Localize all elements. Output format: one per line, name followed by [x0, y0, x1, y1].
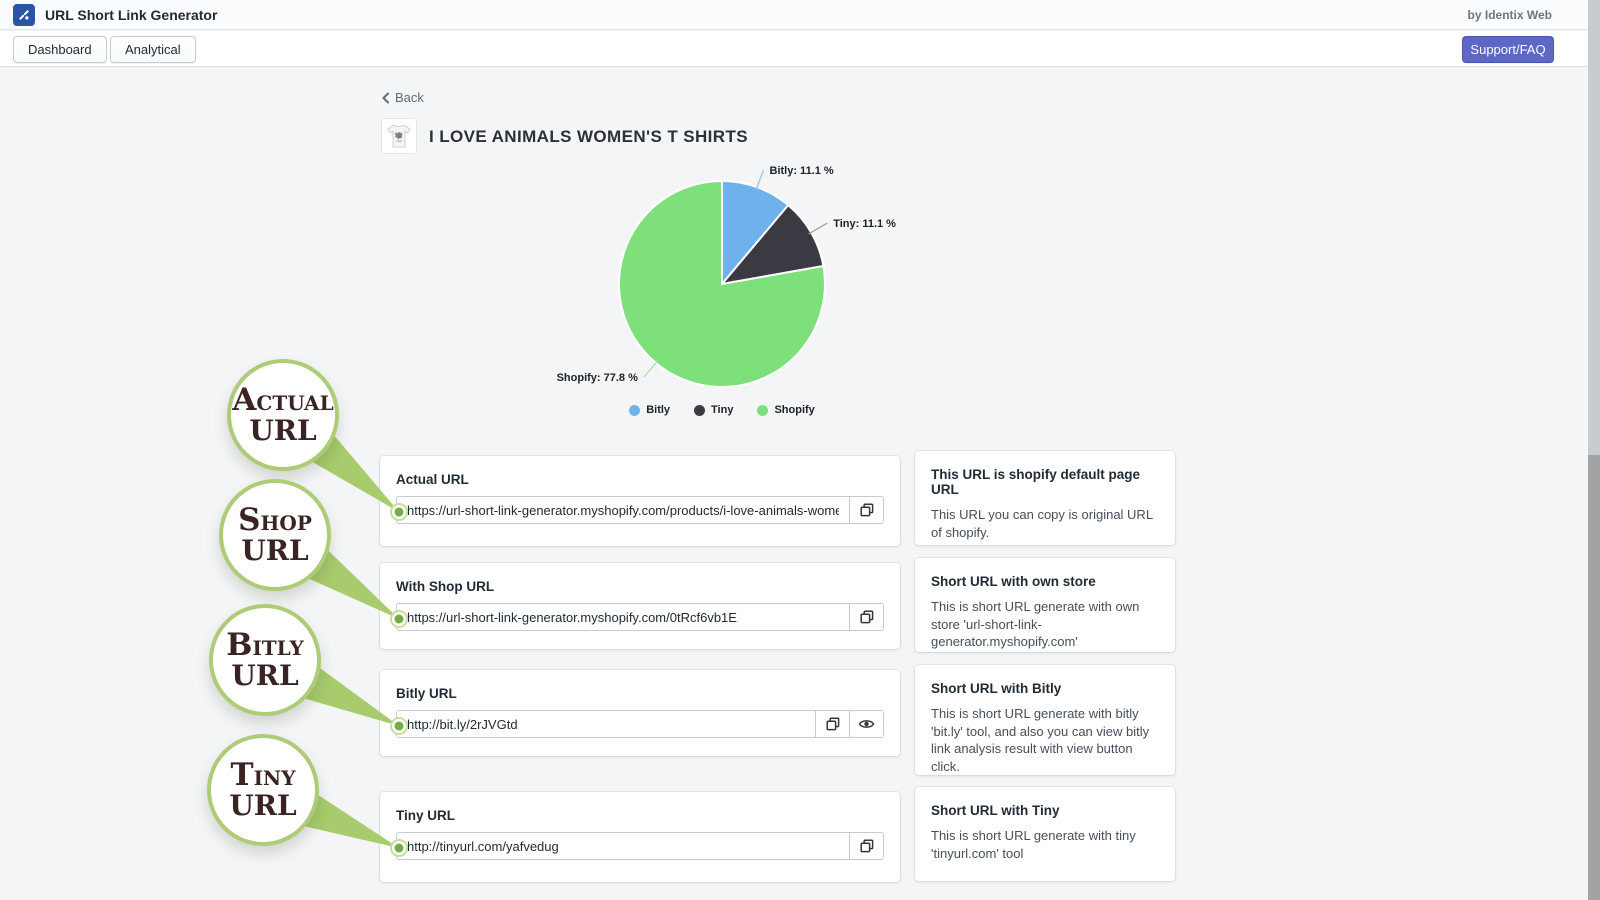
badge-line: URL — [231, 658, 299, 692]
info-card-body: This is short URL generate with own stor… — [931, 599, 1140, 650]
shop-url-card: With Shop URL — [380, 563, 900, 649]
actual-url-input[interactable] — [397, 497, 849, 523]
pie-leader-line — [643, 360, 659, 378]
tiny-url-input[interactable] — [397, 833, 849, 859]
analytical-button[interactable]: Analytical — [110, 36, 196, 63]
card-title: Actual URL — [396, 472, 469, 487]
badge-line: Shop — [238, 501, 312, 538]
product-title: I LOVE ANIMALS WOMEN'S T SHIRTS — [429, 127, 748, 146]
pie-label-bitly: Bitly: 11.1 % — [770, 165, 834, 177]
legend-dot-tiny — [694, 404, 706, 416]
legend-item-bitly: Bitly — [629, 404, 670, 416]
badge-line: Tiny — [230, 756, 296, 793]
info-card-body: This is short URL generate with bitly 'b… — [931, 706, 1150, 774]
card-title: Tiny URL — [396, 808, 456, 823]
callout-badge-shop-url: Shop URL — [219, 479, 331, 591]
legend-dot-shopify — [757, 404, 769, 416]
support-faq-button[interactable]: Support/FAQ — [1462, 36, 1554, 63]
card-title: Bitly URL — [396, 686, 457, 701]
copy-button[interactable] — [849, 604, 883, 630]
tiny-url-input-group — [396, 832, 884, 860]
info-card-title: Short URL with own store — [931, 574, 1096, 589]
copy-button[interactable] — [849, 497, 883, 523]
callout-badge-bitly-url: Bitly URL — [209, 604, 321, 716]
actual-url-input-group — [396, 496, 884, 524]
copy-icon — [825, 717, 839, 731]
callout-badge-actual-url: Actual URL — [227, 359, 339, 471]
app-title: URL Short Link Generator — [45, 6, 218, 23]
dashboard-button[interactable]: Dashboard — [13, 36, 107, 63]
legend-item-tiny: Tiny — [694, 404, 733, 416]
tiny-url-card: Tiny URL — [380, 792, 900, 882]
info-card-title: Short URL with Tiny — [931, 803, 1060, 818]
copy-button[interactable] — [815, 711, 849, 737]
eye-icon — [858, 720, 875, 728]
badge-line: URL — [241, 533, 309, 567]
info-card-body: This is short URL generate with tiny 'ti… — [931, 828, 1136, 861]
top-bar: URL Short Link Generator by Identix Web — [0, 0, 1600, 30]
legend-dot-bitly — [629, 404, 641, 416]
vertical-scrollbar — [1588, 0, 1600, 900]
pie-leader-line — [808, 222, 828, 235]
actual-url-card: Actual URL — [380, 456, 900, 546]
badge-line: URL — [229, 788, 297, 822]
tshirt-image — [387, 124, 411, 148]
copy-icon — [859, 503, 873, 517]
scrollbar-thumb[interactable] — [1588, 455, 1600, 900]
copy-icon — [859, 839, 873, 853]
info-card-tiny: Short URL with Tiny This is short URL ge… — [915, 787, 1175, 881]
info-card-own-store: Short URL with own store This is short U… — [915, 558, 1175, 652]
pie-chart: Bitly: 11.1 % Tiny: 11.1 % Shopify: 77.8 % — [557, 165, 896, 388]
chevron-left-icon — [382, 92, 389, 103]
legend-label-bitly: Bitly — [646, 404, 671, 416]
card-title: With Shop URL — [396, 579, 495, 594]
shop-url-input-group — [396, 603, 884, 631]
badge-line: Bitly — [226, 626, 304, 663]
legend-item-shopify: Shopify — [757, 404, 815, 416]
info-card-bitly: Short URL with Bitly This is short URL g… — [915, 665, 1175, 775]
info-card-title: Short URL with Bitly — [931, 681, 1062, 696]
nav-bar: Dashboard Analytical Support/FAQ — [0, 31, 1600, 67]
badge-line: Actual — [232, 381, 334, 418]
product-thumbnail — [381, 118, 417, 154]
badge-line: URL — [249, 413, 317, 447]
legend-label-shopify: Shopify — [774, 404, 815, 416]
legend-label-tiny: Tiny — [711, 404, 734, 416]
byline: by Identix Web — [1467, 7, 1552, 22]
pie-leader-line — [755, 169, 765, 191]
shop-url-input[interactable] — [397, 604, 849, 630]
view-analytics-button[interactable] — [849, 711, 883, 737]
info-card-shopify-default: This URL is shopify default page URL Thi… — [915, 451, 1175, 545]
callout-badge-tiny-url: Tiny URL — [207, 734, 319, 846]
info-card-title: This URL is shopify default page URL — [931, 467, 1141, 497]
copy-button[interactable] — [849, 833, 883, 859]
bitly-url-input[interactable] — [397, 711, 815, 737]
pie-label-shopify: Shopify: 77.8 % — [557, 372, 639, 384]
back-label: Back — [395, 90, 424, 105]
pie-legend: Bitly Tiny Shopify — [522, 404, 922, 416]
bitly-url-card: Bitly URL — [380, 670, 900, 756]
app-logo-icon — [13, 3, 35, 26]
bitly-url-input-group — [396, 710, 884, 738]
pie-label-tiny: Tiny: 11.1 % — [833, 218, 896, 230]
back-link[interactable]: Back — [381, 90, 424, 105]
info-card-body: This URL you can copy is original URL of… — [931, 507, 1153, 540]
copy-icon — [859, 610, 873, 624]
